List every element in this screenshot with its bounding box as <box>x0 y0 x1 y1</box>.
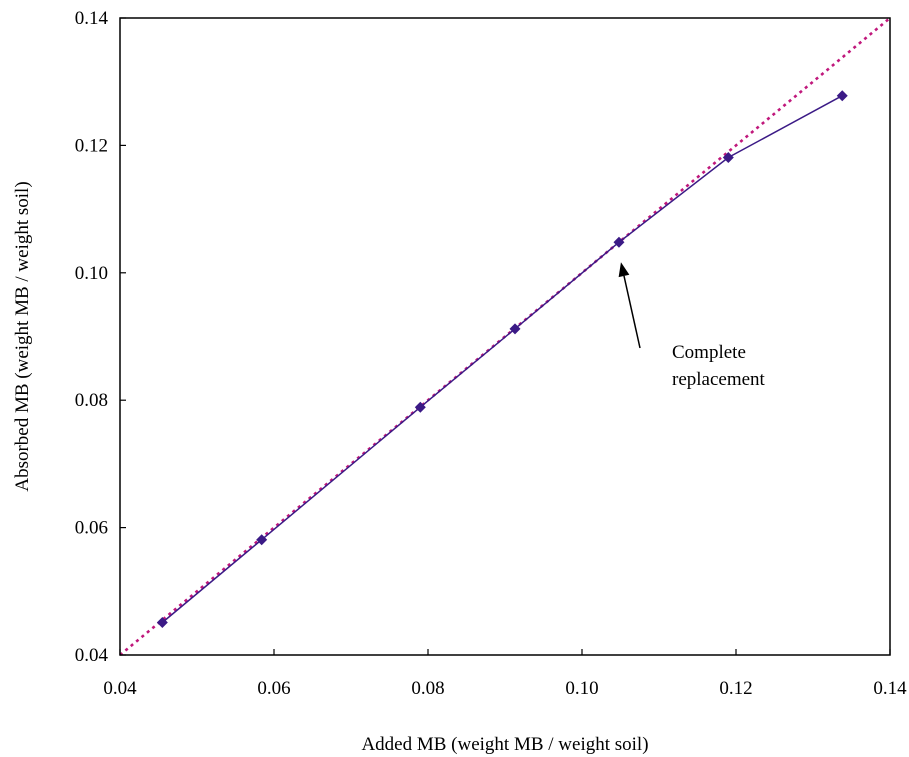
x-tick-label: 0.14 <box>873 678 907 699</box>
data-point-marker <box>156 617 168 629</box>
data-point-marker <box>722 152 734 164</box>
x-tick-label: 0.04 <box>103 678 137 699</box>
y-tick-label: 0.14 <box>75 8 109 29</box>
annotation-arrow-line <box>623 275 641 349</box>
data-point-marker <box>256 534 268 546</box>
y-tick-label: 0.10 <box>75 263 108 284</box>
plot-area-frame <box>119 17 891 656</box>
annotation-text-line-2: replacement <box>672 369 766 390</box>
annotation-text-line-1: Complete <box>672 342 746 363</box>
y-tick-label: 0.08 <box>75 390 108 411</box>
x-axis-title: Added MB (weight MB / weight soil) <box>361 734 648 755</box>
y-tick-label: 0.12 <box>75 135 108 156</box>
x-tick-label: 0.10 <box>565 678 598 699</box>
x-tick-label: 0.08 <box>411 678 444 699</box>
data-point-marker <box>613 236 625 248</box>
data-series-layer <box>156 90 848 629</box>
y-tick-label: 0.04 <box>75 645 109 666</box>
data-point-marker <box>414 401 426 413</box>
data-point-marker <box>836 90 848 102</box>
x-tick-label: 0.06 <box>257 678 290 699</box>
y-axis-title: Absorbed MB (weight MB / weight soil) <box>12 181 33 491</box>
y-tick-label: 0.06 <box>75 518 108 539</box>
data-point-marker <box>509 323 521 335</box>
x-tick-label: 0.12 <box>719 678 752 699</box>
annotation-arrow-head <box>618 262 630 278</box>
y-axis-ticks: 0.04 0.06 0.08 0.10 0.12 0.14 <box>75 8 126 666</box>
x-axis-ticks: 0.04 0.06 0.08 0.10 0.12 0.14 <box>103 649 907 699</box>
annotation: Complete replacement <box>618 262 766 390</box>
